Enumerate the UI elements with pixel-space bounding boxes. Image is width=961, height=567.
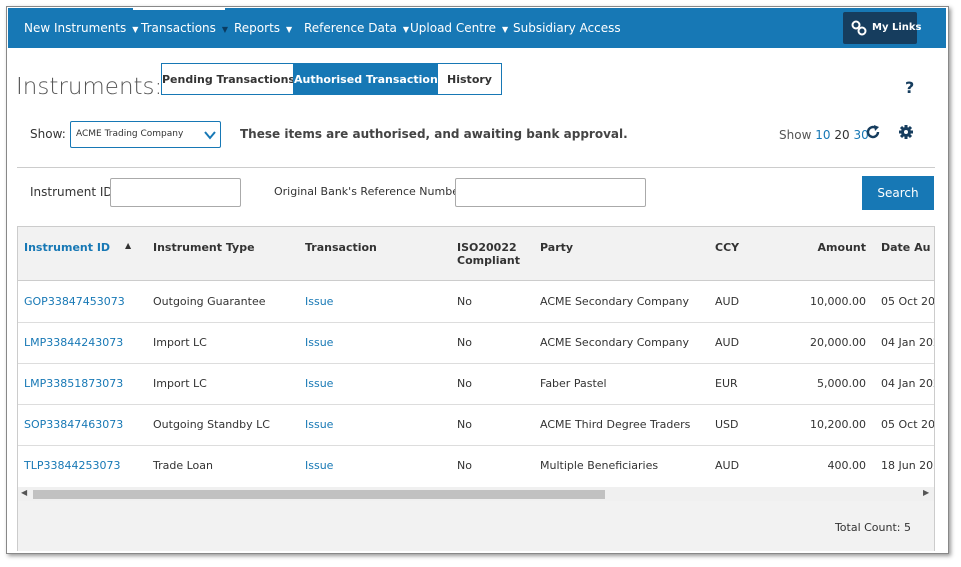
cell: USD <box>715 418 739 431</box>
cell-link[interactable]: Issue <box>305 295 333 308</box>
nav-label: Subsidiary Access <box>513 21 621 35</box>
cell: AUD <box>715 459 739 472</box>
cell-link[interactable]: LMP33844243073 <box>24 336 123 349</box>
cell: No <box>457 295 517 308</box>
row-divider <box>18 363 934 364</box>
settings-icon[interactable] <box>898 124 914 140</box>
cell: AUD <box>715 336 739 349</box>
cell: 20,000.00 <box>810 336 866 349</box>
cell: AUD <box>715 295 739 308</box>
scroll-thumb[interactable] <box>33 490 605 499</box>
cell-link[interactable]: Issue <box>305 459 333 472</box>
cell-link[interactable]: TLP33844253073 <box>24 459 120 472</box>
cell: No <box>457 418 517 431</box>
page-size-option[interactable]: 10 <box>815 128 830 142</box>
nav-item[interactable]: Subsidiary Access <box>513 21 621 35</box>
page-title: Instruments: <box>16 74 162 100</box>
total-count: Total Count: 5 <box>835 521 911 534</box>
search-button[interactable]: Search <box>862 176 934 210</box>
nav-label: Transactions <box>141 21 216 35</box>
cell: ACME Secondary Company <box>540 336 689 349</box>
link-icon <box>851 20 867 36</box>
instrument-id-label: Instrument ID: <box>30 185 117 199</box>
cell-link[interactable]: Issue <box>305 418 333 431</box>
nav-item[interactable]: New Instruments▼ <box>24 21 138 35</box>
tab-active[interactable]: Authorised Transactions <box>293 63 438 95</box>
cell: No <box>457 336 517 349</box>
cell: 04 Jan 2022 <box>881 377 934 390</box>
nav-item[interactable]: Transactions▼ <box>141 21 228 35</box>
active-indicator <box>133 8 225 10</box>
cell: ACME Secondary Company <box>540 295 689 308</box>
cell: Outgoing Guarantee <box>153 295 265 308</box>
column-header[interactable]: Instrument ID <box>24 241 110 254</box>
cell: Trade Loan <box>153 459 213 472</box>
nav-item[interactable]: Upload Centre▼ <box>410 21 508 35</box>
row-divider <box>18 445 934 446</box>
nav-label: Reports <box>234 21 280 35</box>
cell: No <box>457 377 517 390</box>
cell-link[interactable]: SOP33847463073 <box>24 418 123 431</box>
cell: 05 Oct 2020 <box>881 295 934 308</box>
cell: 10,200.00 <box>810 418 866 431</box>
column-header[interactable]: Party <box>540 241 573 254</box>
cell: 05 Oct 2020 <box>881 418 934 431</box>
column-header[interactable]: Instrument Type <box>153 241 255 254</box>
tab[interactable]: History <box>437 63 502 95</box>
cell-link[interactable]: Issue <box>305 336 333 349</box>
select-value: ACME Trading Company <box>76 129 183 139</box>
scrollbar[interactable]: ◀▶ <box>18 487 934 501</box>
cell: Faber Pastel <box>540 377 607 390</box>
cell: 400.00 <box>828 459 867 472</box>
nav-item[interactable]: Reference Data▼ <box>304 21 409 35</box>
cell: No <box>457 459 517 472</box>
column-header[interactable]: CCY <box>715 241 739 254</box>
page-size-label: Show <box>779 128 811 142</box>
cell: 5,000.00 <box>817 377 866 390</box>
column-header[interactable]: Transaction <box>305 241 377 254</box>
total-label: Total Count: <box>835 521 901 534</box>
sort-arrow[interactable]: ▲ <box>125 241 131 250</box>
dropdown-arrow <box>203 128 217 142</box>
show-label: Show: <box>30 127 66 141</box>
cell: Import LC <box>153 336 207 349</box>
nav-label: Upload Centre <box>410 21 496 35</box>
my-links-button[interactable]: My Links <box>843 12 917 44</box>
cell: ACME Third Degree Traders <box>540 418 690 431</box>
column-header[interactable]: ISO20022 Compliant <box>457 241 517 267</box>
nav-item[interactable]: Reports▼ <box>234 21 292 35</box>
column-header[interactable]: Amount <box>818 241 866 254</box>
cell: 04 Jan 2022 <box>881 336 934 349</box>
divider <box>17 167 935 168</box>
tab[interactable]: Pending Transactions <box>161 63 294 95</box>
cell: Import LC <box>153 377 207 390</box>
cell-link[interactable]: Issue <box>305 377 333 390</box>
cell: Outgoing Standby LC <box>153 418 270 431</box>
company-select[interactable]: ACME Trading Company <box>70 121 221 148</box>
page-size: Show 10 20 30 <box>779 128 869 142</box>
nav-label: Reference Data <box>304 21 397 35</box>
my-links-label: My Links <box>872 22 921 33</box>
total-value: 5 <box>904 521 911 534</box>
instrument-id-input[interactable] <box>110 178 241 207</box>
cell-link[interactable]: LMP33851873073 <box>24 377 123 390</box>
status-message: These items are authorised, and awaiting… <box>240 127 628 141</box>
column-header[interactable]: Date Au <box>881 241 934 254</box>
row-divider <box>18 322 934 323</box>
cell: Multiple Beneficiaries <box>540 459 658 472</box>
row-divider <box>18 404 934 405</box>
nav-label: New Instruments <box>24 21 126 35</box>
help-icon[interactable]: ? <box>905 78 914 97</box>
bank-ref-label: Original Bank's Reference Number: <box>274 185 467 198</box>
bank-ref-input[interactable] <box>455 178 646 207</box>
page-size-option[interactable]: 20 <box>834 128 849 142</box>
cell: 10,000.00 <box>810 295 866 308</box>
header-divider <box>18 280 934 281</box>
cell: 18 Jun 2020 <box>881 459 934 472</box>
cell-link[interactable]: GOP33847453073 <box>24 295 125 308</box>
cell: EUR <box>715 377 738 390</box>
refresh-icon[interactable] <box>865 124 881 140</box>
